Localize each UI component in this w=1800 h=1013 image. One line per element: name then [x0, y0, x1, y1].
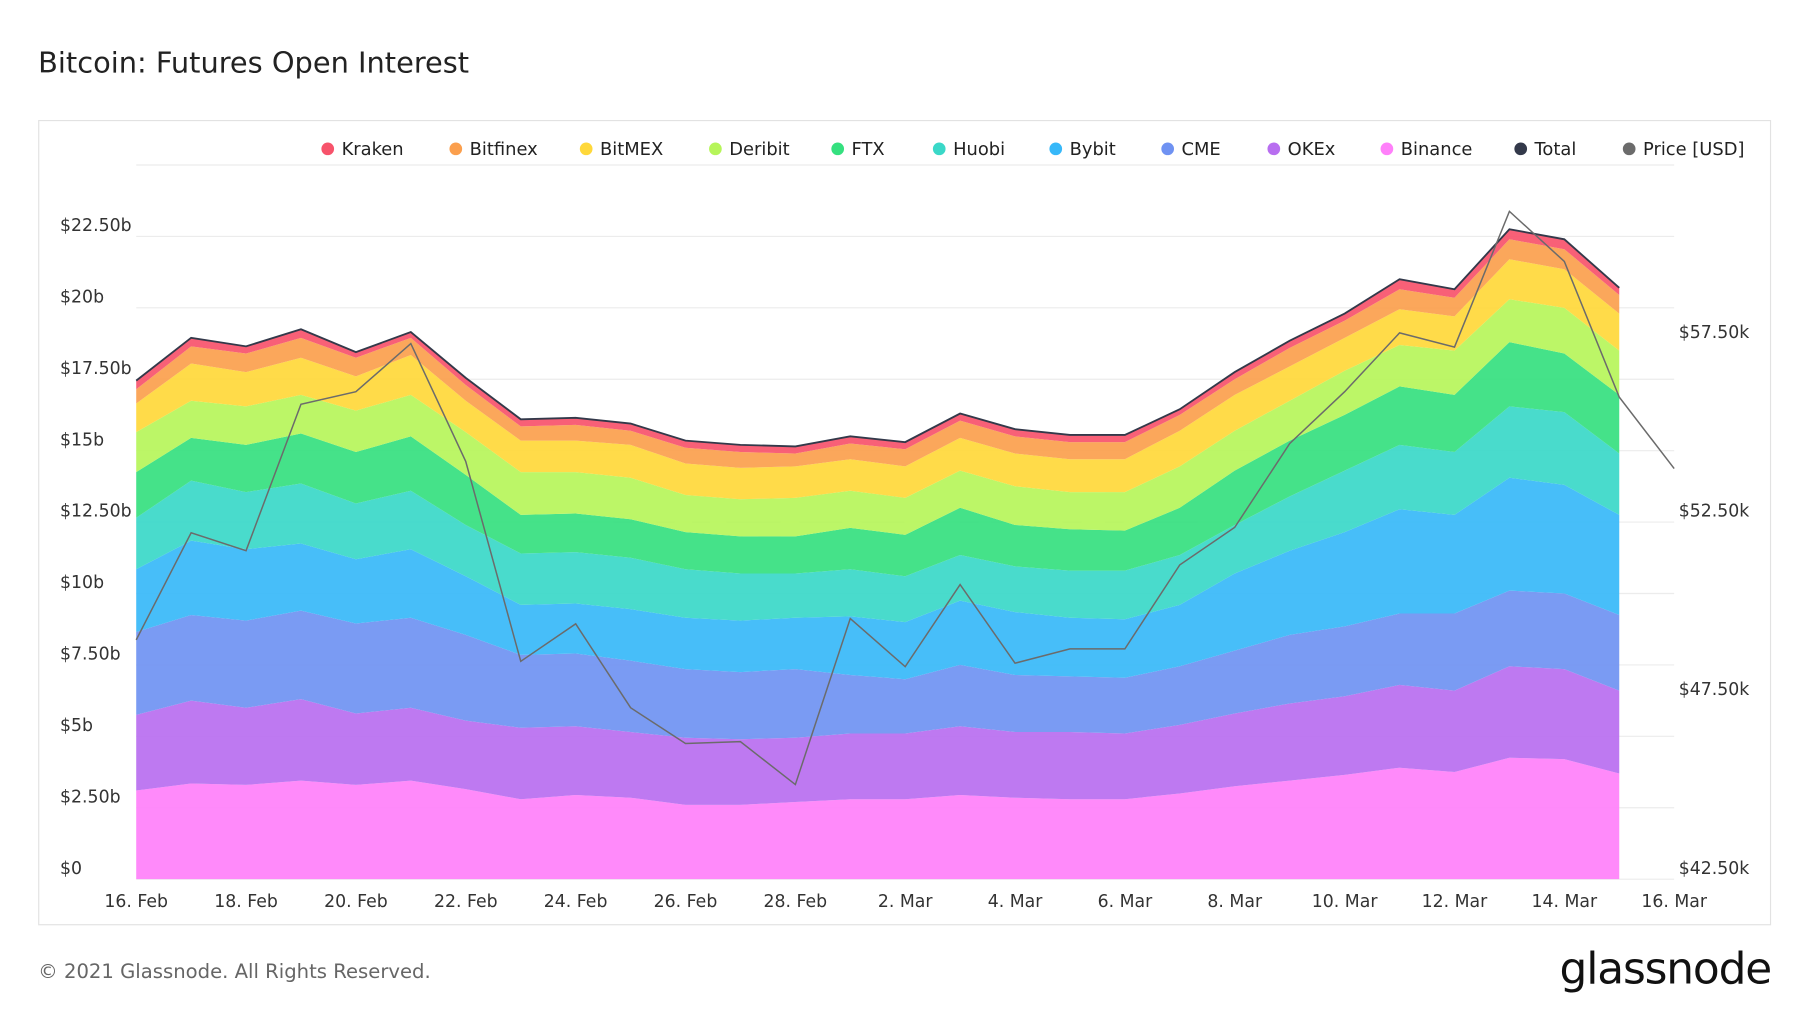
legend-marker: [321, 142, 335, 156]
y-tick-label: $22.50b: [60, 216, 132, 236]
lines: [135, 210, 1675, 786]
y2-tick-label: $57.50k: [1679, 323, 1750, 343]
x-tick-label: 24. Feb: [544, 892, 608, 912]
legend-label: Binance: [1401, 139, 1473, 160]
x-tick-label: 28. Feb: [764, 892, 828, 912]
y-tick-label: $10b: [60, 573, 104, 593]
x-tick-label: 16. Mar: [1641, 892, 1708, 912]
legend-label: Huobi: [953, 139, 1005, 160]
legend-label: FTX: [852, 139, 885, 160]
legend-marker: [831, 142, 845, 156]
x-tick-label: 20. Feb: [324, 892, 388, 912]
area: [136, 342, 1620, 577]
area: [136, 757, 1620, 880]
price-line: [135, 210, 1675, 786]
total-line: [135, 228, 1620, 448]
legend-marker: [1267, 142, 1281, 156]
legend-marker: [1049, 142, 1063, 156]
y-tick-label: $0: [60, 859, 82, 879]
area: [136, 299, 1620, 537]
legend-marker: [1514, 142, 1528, 156]
y2-tick-label: $42.50k: [1679, 859, 1750, 879]
legend-marker: [579, 142, 593, 156]
legend-label: BitMEX: [600, 139, 663, 160]
x-tick-label: 8. Mar: [1207, 892, 1263, 912]
y2-tick-label: $52.50k: [1679, 502, 1750, 522]
legend-marker: [1161, 142, 1175, 156]
x-tick-label: 14. Mar: [1531, 892, 1598, 912]
area: [136, 259, 1620, 500]
areas: [136, 229, 1620, 880]
legend-marker: [1622, 142, 1636, 156]
y-tick-label: $17.50b: [60, 359, 132, 379]
x-tick-label: 16. Feb: [104, 892, 168, 912]
legend-marker: [709, 142, 722, 156]
y-tick-label: $20b: [60, 287, 104, 307]
x-tick-label: 18. Feb: [214, 892, 278, 912]
y-tick-label: $2.50b: [60, 787, 121, 807]
legend-marker: [1380, 142, 1394, 156]
area: [136, 406, 1620, 623]
legend-label: Bitfinex: [470, 139, 538, 160]
y-tick-label: $12.50b: [60, 502, 132, 522]
area: [136, 477, 1620, 680]
x-tick-label: 26. Feb: [654, 892, 718, 912]
chart-title: Bitcoin: Futures Open Interest: [38, 46, 469, 80]
area: [136, 590, 1620, 740]
chart-frame: [38, 119, 1772, 926]
area: [136, 666, 1620, 805]
legend-label: OKEx: [1288, 139, 1336, 160]
legend-label: Price [USD]: [1643, 139, 1744, 160]
y-tick-label: $15b: [60, 430, 104, 450]
x-tick-label: 22. Feb: [434, 892, 498, 912]
y-tick-label: $5b: [60, 716, 93, 736]
legend-label: Total: [1534, 139, 1577, 160]
x-tick-label: 6. Mar: [1098, 892, 1154, 912]
x-tick-label: 12. Mar: [1422, 892, 1489, 912]
y-tick-label: $7.50b: [60, 645, 121, 665]
labels: $0 $2.50b $5b $7.50b $10b $12.50b $15b $17.50b $…: [60, 216, 1749, 912]
y2-tick-label: $47.50k: [1679, 680, 1750, 700]
x-tick-label: 4. Mar: [988, 892, 1044, 912]
legend-label: Bybit: [1070, 139, 1116, 160]
legend-label: CME: [1182, 139, 1221, 160]
logo: glassnode: [1560, 943, 1772, 994]
x-tick-label: 2. Mar: [878, 892, 934, 912]
legend-label: Deribit: [729, 139, 789, 160]
copyright: © 2021 Glassnode. All Rights Reserved.: [38, 960, 431, 983]
legend-label: Kraken: [342, 139, 404, 160]
legend-marker: [449, 142, 463, 156]
legend: Kraken Bitfinex BitMEX Deribit FTX Huobi Bybit…: [321, 139, 1744, 160]
legend-marker: [932, 142, 946, 156]
x-tick-label: 10. Mar: [1312, 892, 1379, 912]
